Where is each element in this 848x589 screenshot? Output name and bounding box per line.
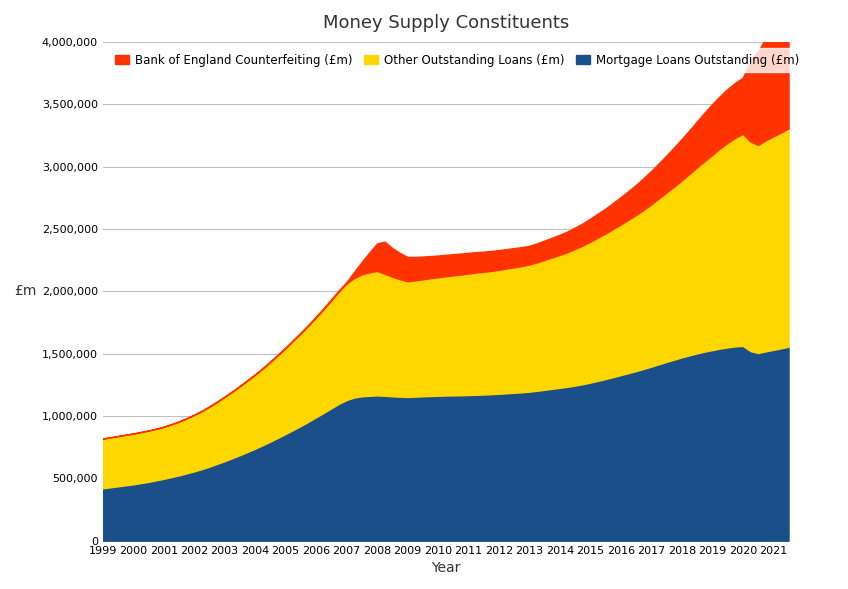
Legend: Bank of England Counterfeiting (£m), Other Outstanding Loans (£m), Mortgage Loan: Bank of England Counterfeiting (£m), Oth… xyxy=(109,48,806,72)
X-axis label: Year: Year xyxy=(431,561,460,575)
Y-axis label: £m: £m xyxy=(14,284,36,298)
Title: Money Supply Constituents: Money Supply Constituents xyxy=(322,14,569,32)
